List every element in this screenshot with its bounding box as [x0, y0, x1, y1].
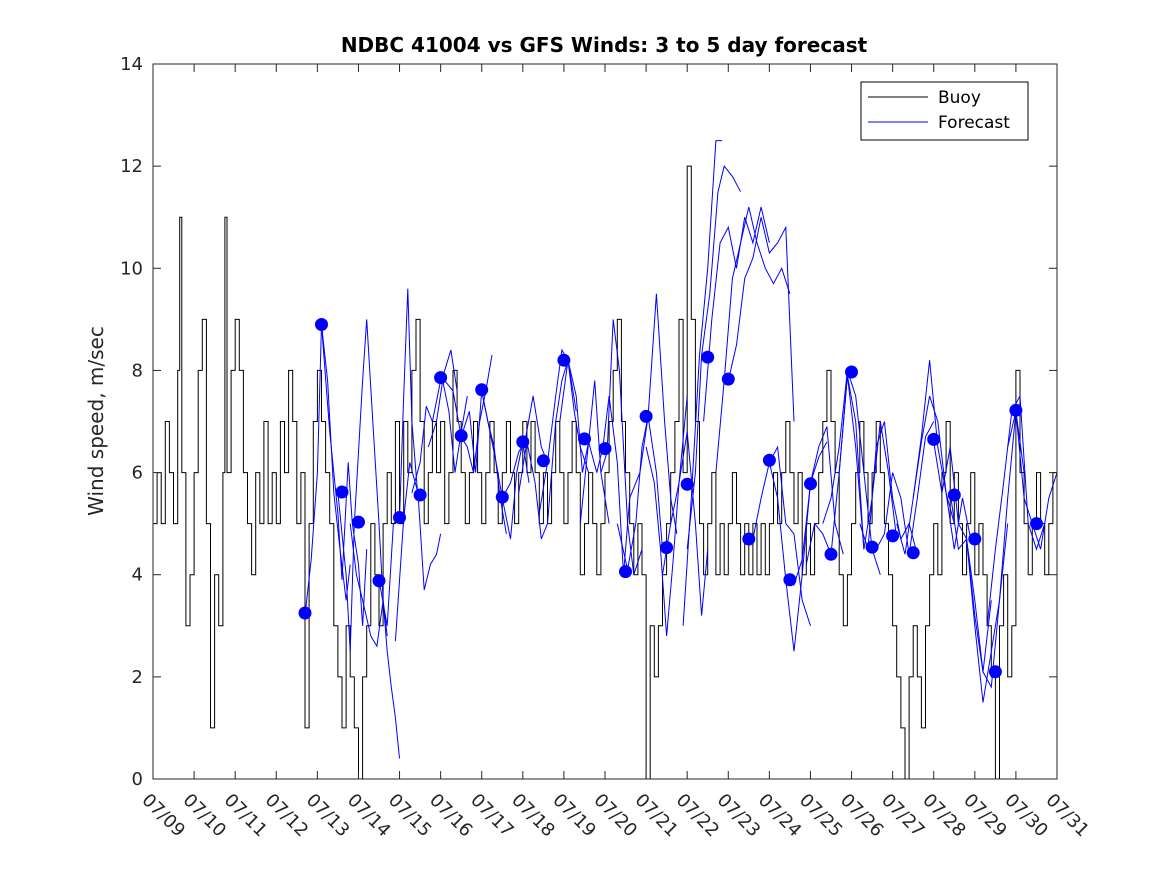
forecast-marker	[968, 532, 982, 546]
forecast-series-line	[579, 395, 631, 575]
forecast-marker	[413, 488, 427, 502]
forecast-marker	[824, 547, 838, 561]
forecast-series-line	[304, 324, 351, 616]
forecast-marker	[434, 371, 448, 385]
forecast-series-line	[805, 375, 865, 565]
forecast-marker	[927, 432, 941, 446]
forecast-marker	[598, 442, 612, 456]
forecast-series-line	[444, 355, 493, 473]
forecast-marker	[804, 477, 817, 491]
forecast-series-line	[703, 206, 770, 422]
forecast-marker	[372, 574, 386, 588]
forecast-marker	[1009, 403, 1023, 417]
forecast-marker	[578, 432, 591, 446]
y-tick-label: 4	[132, 565, 143, 586]
y-tick-label: 10	[120, 258, 143, 279]
plot-area	[153, 140, 1058, 780]
y-axis-label: Wind speed, m/sec	[84, 326, 108, 516]
y-tick-label: 2	[132, 667, 143, 688]
forecast-marker	[762, 453, 776, 467]
forecast-marker	[619, 565, 632, 579]
forecast-marker	[845, 365, 858, 379]
forecast-series-line	[727, 217, 795, 422]
forecast-series-line	[715, 206, 791, 473]
forecast-series-line	[986, 394, 1046, 626]
forecast-marker	[352, 515, 365, 529]
forecast-series-line	[394, 462, 442, 642]
forecast-marker	[557, 353, 571, 367]
forecast-marker	[906, 546, 920, 560]
forecast-marker	[660, 541, 674, 555]
forecast-marker	[783, 573, 797, 587]
legend-forecast-label: Forecast	[938, 113, 1010, 133]
forecast-series-line	[349, 523, 400, 759]
forecast-series-line	[912, 395, 972, 550]
y-tick-label: 0	[132, 769, 143, 790]
forecast-marker	[298, 606, 312, 620]
forecast-marker	[1030, 517, 1043, 531]
buoy-series-line	[153, 165, 1057, 780]
y-tick-label: 12	[120, 156, 143, 177]
forecast-marker	[454, 429, 468, 443]
forecast-marker	[516, 435, 530, 449]
forecast-marker	[886, 529, 900, 543]
forecast-marker	[988, 665, 1002, 679]
forecast-marker	[335, 485, 349, 499]
forecast-marker	[721, 372, 735, 386]
forecast-marker	[639, 409, 653, 423]
forecast-series-line	[838, 375, 898, 550]
forecast-series-line	[949, 492, 1009, 703]
forecast-series-line	[559, 360, 610, 524]
forecast-marker	[701, 350, 715, 364]
forecast-marker	[315, 318, 328, 331]
forecast-series-line	[875, 421, 935, 555]
forecast-series-line	[411, 349, 458, 494]
forecast-series-line	[768, 441, 828, 652]
y-tick-label: 14	[120, 54, 143, 75]
chart-title: NDBC 41004 vs GFS Winds: 3 to 5 day fore…	[341, 33, 868, 57]
legend: Buoy Forecast	[860, 81, 1029, 141]
forecast-series-line	[518, 360, 577, 540]
y-tick-label: 8	[132, 360, 143, 381]
forecast-series-line	[378, 288, 425, 626]
forecast-marker	[393, 511, 406, 524]
forecast-series-line	[337, 319, 388, 652]
forecast-marker	[536, 454, 550, 468]
legend-buoy-label: Buoy	[938, 88, 981, 108]
forecast-series-line	[321, 324, 368, 626]
forecast-marker	[680, 477, 694, 491]
y-tick-label: 6	[132, 463, 143, 484]
forecast-marker	[475, 383, 489, 397]
forecast-marker	[495, 490, 509, 504]
forecast-marker	[865, 540, 879, 554]
legend-box	[860, 81, 1029, 141]
forecast-series-line	[662, 431, 709, 616]
forecast-series-line	[859, 421, 918, 555]
forecast-marker	[947, 488, 961, 502]
forecast-series-line	[629, 293, 678, 534]
forecast-series-line	[822, 370, 881, 575]
forecast-series-line	[966, 411, 1025, 689]
forecast-series-line	[686, 164, 742, 550]
forecast-marker	[742, 532, 756, 546]
